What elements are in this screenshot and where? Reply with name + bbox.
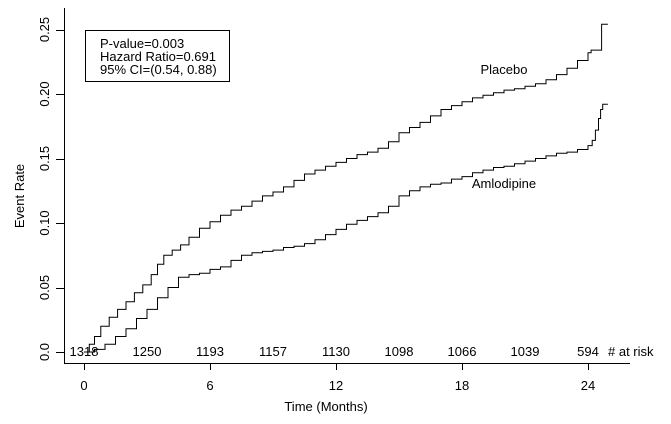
y-tick-label: 0.25	[37, 17, 52, 42]
y-axis-title: Event Rate	[12, 164, 27, 228]
p-value-text: P-value=0.003	[100, 36, 185, 51]
at-risk-count: 1130	[322, 344, 350, 359]
y-tick-label: 0.05	[37, 275, 52, 300]
x-axis-title: Time (Months)	[284, 399, 367, 414]
y-tick-label: 0.20	[37, 81, 52, 106]
placebo-curve-label: Placebo	[480, 62, 528, 77]
y-tick-label: 0.15	[37, 146, 52, 171]
x-tick-label: 24	[581, 378, 595, 393]
at-risk-count: 1098	[385, 344, 414, 359]
hazard-ratio-text: Hazard Ratio=0.691	[100, 49, 216, 64]
placebo-survival-curve	[84, 23, 608, 353]
y-tick-label: 0.0	[37, 343, 52, 361]
x-tick-label: 0	[80, 378, 87, 393]
at-risk-count: 1250	[133, 344, 162, 359]
x-tick-label: 18	[455, 378, 469, 393]
y-tick-label: 0.10	[37, 210, 52, 235]
x-tick-label: 6	[206, 378, 213, 393]
at-risk-count: 594	[577, 344, 599, 359]
stats-annotation-box: P-value=0.003 Hazard Ratio=0.691 95% CI=…	[85, 30, 230, 82]
at-risk-count: 1039	[511, 344, 540, 359]
confidence-interval-text: 95% CI=(0.54, 0.88)	[100, 62, 217, 77]
amlodipine-survival-curve	[84, 103, 608, 353]
x-tick-label: 12	[329, 378, 343, 393]
at-risk-label: # at risk	[608, 344, 654, 359]
at-risk-count: 1193	[196, 344, 224, 359]
at-risk-count: 1066	[448, 344, 477, 359]
at-risk-count: 1157	[259, 344, 287, 359]
amlodipine-curve-label: Amlodipine	[471, 176, 537, 191]
